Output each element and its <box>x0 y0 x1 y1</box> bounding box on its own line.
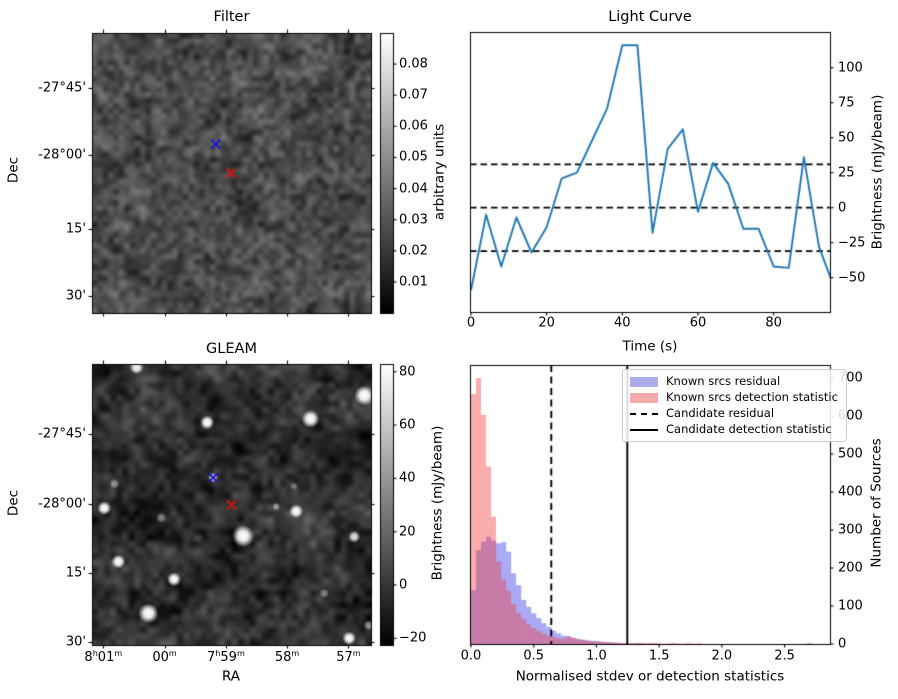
panel-title-gleam: GLEAM <box>206 341 257 357</box>
y-tick-label: 100 <box>838 60 863 76</box>
x-tick-label: 80 <box>765 315 782 331</box>
legend-row: Candidate residual <box>630 407 838 420</box>
x-tick-label: 60 <box>689 315 707 331</box>
dec-tick-label: -27°45' <box>38 426 86 442</box>
legend-solid-line-icon <box>630 428 658 431</box>
dec-tick-label: -28°00' <box>38 496 86 512</box>
y-tick-label: 25 <box>838 165 855 181</box>
colorbar-tick-label: −20 <box>399 630 427 646</box>
legend-row: Known srcs residual <box>630 375 838 388</box>
colorbar-tick-label: 0.02 <box>399 243 428 259</box>
x-tick-label: 0 <box>466 315 476 331</box>
dec-tick-label: 30' <box>65 634 86 650</box>
legend-label: Known srcs detection statistic <box>666 389 838 404</box>
colorbar-tick-label: 0.04 <box>399 181 428 197</box>
panel-title-light-curve: Light Curve <box>608 9 692 25</box>
dec-tick-label: -27°45' <box>38 80 86 96</box>
dec-tick-label: 30' <box>65 288 86 304</box>
dec-tick-label: 15' <box>65 565 86 581</box>
y-tick-label: 75 <box>838 95 855 111</box>
colorbar-tick-label: 20 <box>399 524 416 540</box>
colorbar-tick-label: 0.01 <box>399 274 428 290</box>
x-tick-label: 40 <box>614 315 631 331</box>
filter-ylabel: Dec <box>5 156 22 184</box>
panel-title-filter: Filter <box>213 9 250 25</box>
x-tick-label: 0.0 <box>460 648 482 664</box>
legend-label: Candidate detection statistic <box>666 421 832 436</box>
y-tick-label: 200 <box>838 560 863 576</box>
ra-tick-label: 57m <box>336 648 361 666</box>
dec-tick-label: -28°00' <box>38 147 86 163</box>
x-tick-label: 0.5 <box>523 648 545 664</box>
y-tick-label: −25 <box>838 235 866 251</box>
gleam-xlabel: RA <box>221 668 241 685</box>
light-curve-xlabel: Time (s) <box>622 338 678 355</box>
y-tick-label: 100 <box>838 598 863 614</box>
y-tick-label: −50 <box>838 270 866 286</box>
colorbar-tick-label: 0.07 <box>399 87 428 103</box>
legend-label: Known srcs residual <box>666 373 781 388</box>
histogram-ylabel: Number of Sources <box>868 438 885 568</box>
legend-swatch-red <box>630 392 658 403</box>
ra-tick-label: 00m <box>152 648 177 666</box>
legend-label: Candidate residual <box>666 405 775 420</box>
colorbar-tick-label: 0 <box>399 577 408 593</box>
legend-row: Candidate detection statistic <box>630 423 838 436</box>
y-tick-label: 500 <box>838 446 863 462</box>
histogram-legend: Known srcs residual Known srcs detection… <box>622 369 847 442</box>
filter-colorbar-label: arbitrary units <box>431 123 448 221</box>
ra-tick-label: 8h01m <box>84 648 123 666</box>
histogram-xlabel: Normalised stdev or detection statistics <box>515 668 785 685</box>
colorbar-tick-label: 0.08 <box>399 56 428 72</box>
ra-tick-label: 7h59m <box>207 648 245 666</box>
y-tick-label: 400 <box>838 484 863 500</box>
colorbar-tick-label: 0.05 <box>399 149 428 165</box>
colorbar-tick-label: 80 <box>399 364 416 380</box>
gleam-colorbar-label: Brightness (mJy/beam) <box>429 425 446 581</box>
y-tick-label: 50 <box>838 130 855 146</box>
x-tick-label: 2.0 <box>711 648 733 664</box>
x-tick-label: 20 <box>538 315 555 331</box>
legend-dashed-line-icon <box>630 412 658 415</box>
y-tick-label: 300 <box>838 522 863 538</box>
x-tick-label: 2.5 <box>774 648 795 664</box>
dec-tick-label: 15' <box>65 221 86 237</box>
y-tick-label: 0 <box>838 200 847 216</box>
legend-row: Known srcs detection statistic <box>630 391 838 404</box>
colorbar-tick-label: 60 <box>399 417 416 433</box>
y-tick-label: 0 <box>838 636 847 652</box>
x-tick-label: 1.0 <box>586 648 607 664</box>
x-tick-label: 1.5 <box>648 648 670 664</box>
colorbar-tick-label: 0.06 <box>399 118 428 134</box>
gleam-ylabel: Dec <box>5 489 22 517</box>
light-curve-ylabel: Brightness (mJy/beam) <box>869 94 886 250</box>
colorbar-tick-label: 0.03 <box>399 212 428 228</box>
legend-swatch-blue <box>630 376 658 387</box>
ra-tick-label: 58m <box>274 648 300 666</box>
colorbar-tick-label: 40 <box>399 470 416 486</box>
